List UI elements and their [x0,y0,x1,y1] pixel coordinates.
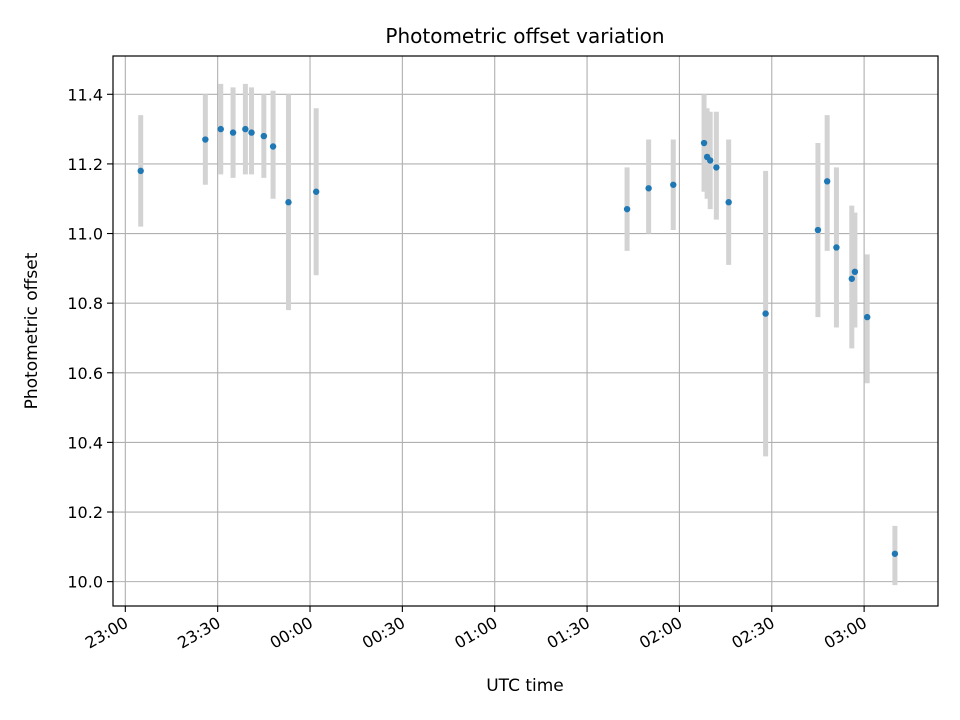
data-point [891,550,899,557]
data-point [137,167,144,175]
x-axis-ticks: 23:00 23:30 00:00 00:30 01:00 01:30 02:00 02:30… [82,606,870,653]
x-axis-label: UTC time [486,676,564,696]
y-tick-label: 10.6 [67,364,103,383]
data-point [848,275,856,282]
y-axis-label: Photometric offset [22,252,42,409]
data-point [833,244,840,251]
y-axis-ticks: 10.0 10.2 10.4 10.6 10.8 11.0 11.2 11.4 [67,85,113,592]
data-point [707,157,714,164]
x-tick-label: 02:00 [636,613,685,653]
data-point [217,125,224,133]
x-tick-label: 02:30 [728,613,777,653]
y-tick-label: 10.4 [67,433,103,452]
data-point [670,181,677,188]
x-tick-label: 00:30 [359,613,408,653]
data-point [851,268,859,276]
x-tick-label: 00:00 [267,613,316,653]
x-tick-label: 01:00 [451,613,500,653]
data-point [713,164,720,171]
data-point [645,185,652,192]
data-point [248,129,255,136]
x-tick-label: 23:30 [174,613,223,653]
y-tick-label: 11.2 [67,155,103,174]
data-point [700,139,708,147]
y-tick-label: 11.4 [67,85,103,104]
data-point [242,125,249,133]
grid [113,56,938,606]
data-point [762,310,769,317]
y-tick-label: 10.0 [67,573,103,592]
y-tick-label: 10.8 [67,294,103,313]
plot-frame [112,55,939,607]
x-tick-label: 01:30 [544,613,593,653]
data-point [623,205,631,213]
data-point [260,132,268,140]
y-tick-label: 11.0 [67,225,103,244]
data-point [814,226,822,234]
x-tick-label: 03:00 [821,613,870,653]
data-point [269,143,277,150]
chart-title: Photometric offset variation [385,24,664,48]
data-point [725,199,732,206]
data-point [863,313,871,321]
data-point [312,188,320,195]
errorbars [138,83,898,586]
y-tick-label: 10.2 [67,503,103,522]
data-point [285,199,292,206]
data-point [823,178,831,185]
data-point [229,129,237,136]
x-tick-label: 23:00 [82,613,131,653]
data-points [137,125,899,557]
data-point [202,136,209,143]
